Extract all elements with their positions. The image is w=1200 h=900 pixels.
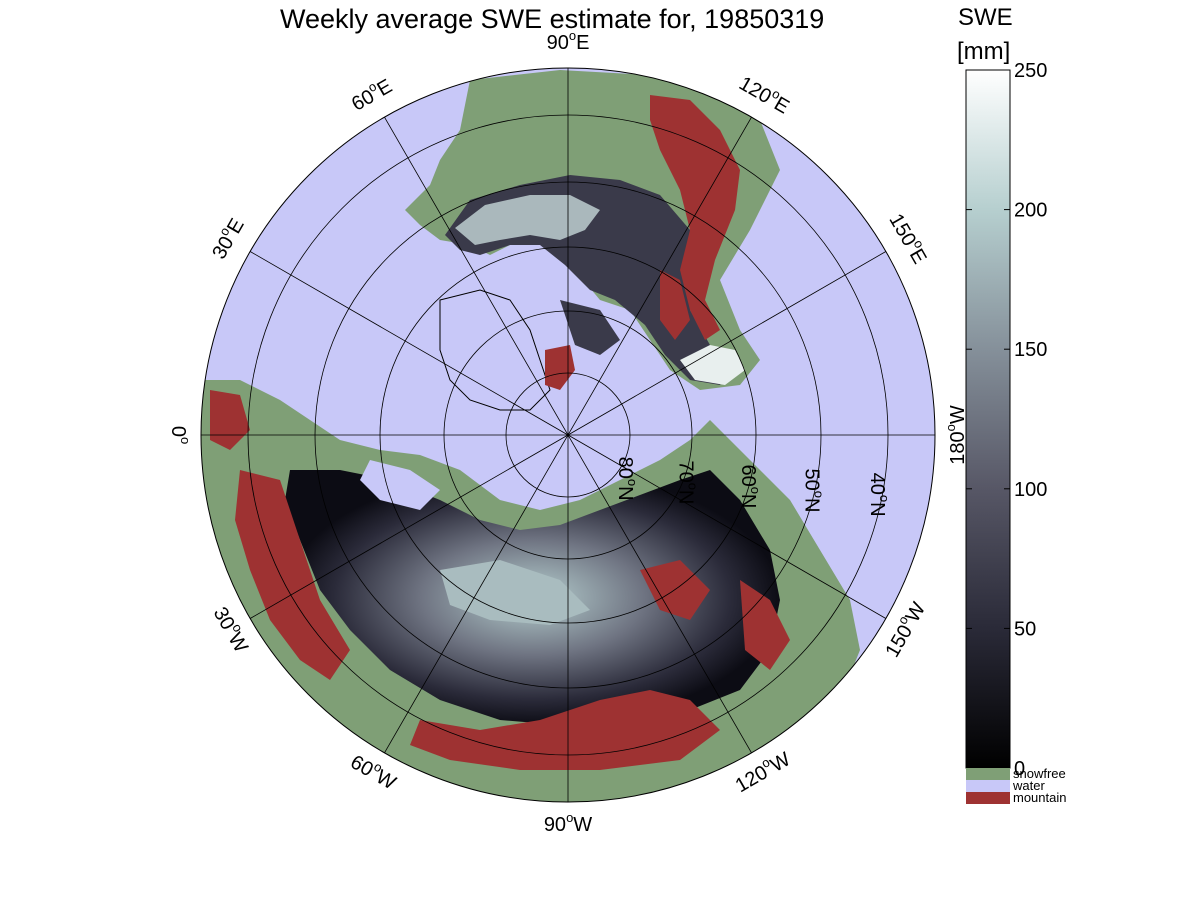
lon-label-90E: 90oE (547, 28, 590, 54)
map-disk (201, 68, 935, 802)
colorbar-unit: [mm] (957, 38, 1011, 65)
lon-label-120E: 120oE (735, 69, 795, 119)
colorbar-tick-label: 250 (1014, 60, 1047, 82)
colorbar-tick-label: 200 (1014, 200, 1047, 222)
map-title: Weekly average SWE estimate for, 1985031… (280, 4, 825, 34)
colorbar-ticks: 0 50 100 150 200 250 (966, 60, 1047, 780)
lon-label-30E: 30oE (205, 213, 249, 263)
eurasia-landmass (201, 380, 860, 802)
lon-label-90W: 90oW (544, 810, 592, 836)
graticule (201, 68, 935, 802)
lat-label-60N: 60oN (737, 464, 763, 508)
legend-label-water: water (1012, 778, 1045, 793)
lat-label-80N: 80oN (613, 457, 639, 501)
lat-label-50N: 50oN (800, 468, 826, 512)
colorbar: 0 50 100 150 200 250 (965, 60, 1047, 780)
lat-label-70N: 70oN (674, 460, 700, 504)
lat-label-40N: 40oN (866, 473, 892, 517)
colorbar-title: SWE (958, 4, 1013, 31)
meridians (201, 68, 935, 802)
meridian-150 (249, 251, 887, 619)
colorbar-tick-label: 100 (1014, 479, 1047, 501)
colorbar-gradient (965, 69, 1011, 769)
lon-label-60E: 60oE (346, 72, 396, 116)
lon-label-0: 0o (167, 426, 193, 444)
legend-swatch-mountain (966, 792, 1010, 804)
legend-label-mountain: mountain (1013, 790, 1066, 805)
legend-swatch-water (966, 780, 1010, 792)
map-border (200, 67, 936, 803)
colorbar-tick-label: 50 (1014, 618, 1036, 640)
colorbar-tick-label: 0 (1014, 758, 1025, 780)
legend-label-snowfree: snowfree (1013, 766, 1066, 781)
latitude-labels: 80oN 70oN 60oN 50oN 40oN (613, 457, 892, 517)
lon-label-180W: 180oW (943, 405, 969, 465)
colorbar-tick-label: 150 (1014, 339, 1047, 361)
lon-label-150E: 150oE (884, 208, 934, 268)
north-america-landmass (405, 70, 780, 390)
legend-swatch-snowfree (966, 768, 1010, 780)
